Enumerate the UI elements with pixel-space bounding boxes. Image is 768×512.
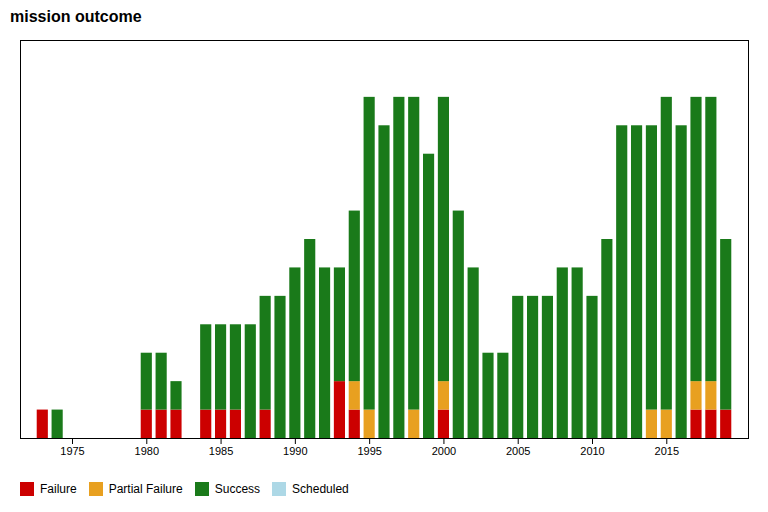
svg-text:2010: 2010 (580, 445, 604, 457)
html-text:Scheduled: Scheduled (292, 481, 349, 496)
svg-text:1985: 1985 (209, 445, 233, 457)
svg-text:1995: 1995 (357, 445, 381, 457)
svg-text:2000: 2000 (432, 445, 456, 457)
html-text:Failure: Failure (40, 481, 77, 496)
html-text:Partial Failure: Partial Failure (108, 481, 183, 496)
svg-text:1975: 1975 (60, 445, 84, 457)
svg-text:1990: 1990 (283, 445, 307, 457)
svg-text:2005: 2005 (506, 445, 530, 457)
html-text:mission outcome: mission outcome (10, 8, 142, 25)
svg-text:1980: 1980 (135, 445, 159, 457)
html-text:Success: Success (214, 481, 261, 496)
svg-text:2015: 2015 (655, 445, 679, 457)
